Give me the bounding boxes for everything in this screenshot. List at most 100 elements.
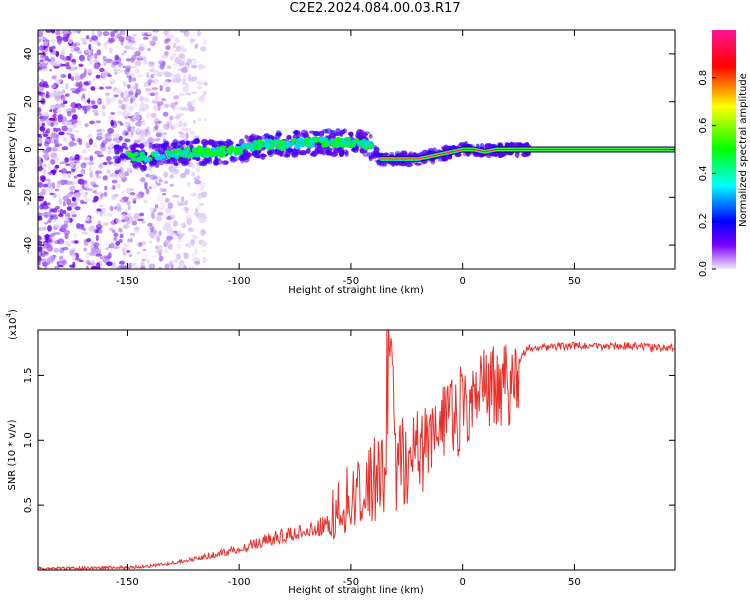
noise-speckle (106, 168, 111, 174)
noise-speckle (88, 252, 96, 257)
noise-speckle (143, 199, 148, 204)
noise-speckle (107, 135, 112, 140)
noise-speckle (177, 240, 184, 243)
ridge-halo (268, 150, 274, 158)
noise-speckle (172, 42, 177, 49)
noise-speckle (122, 96, 129, 102)
noise-speckle (136, 73, 143, 78)
noise-speckle (190, 101, 196, 106)
colorbar-tick-label: 0.2 (698, 213, 709, 229)
noise-speckle (102, 161, 108, 166)
noise-speckle (52, 157, 60, 162)
noise-speckle (125, 35, 133, 42)
noise-speckle (38, 85, 44, 93)
noise-speckle (173, 95, 180, 100)
ridge-core (319, 136, 326, 142)
ridge-halo (245, 152, 252, 157)
ridge-core (306, 142, 312, 149)
noise-speckle (53, 138, 59, 146)
ridge-core (367, 143, 375, 150)
ridge-halo (344, 150, 349, 157)
noise-speckle (93, 242, 100, 248)
noise-speckle (98, 151, 103, 156)
noise-speckle (90, 259, 95, 265)
noise-speckle (143, 181, 148, 186)
noise-speckle (161, 133, 167, 140)
ridge-halo (383, 152, 389, 156)
colorbar-tick-label: 0.8 (698, 70, 709, 86)
noise-speckle (163, 30, 170, 36)
noise-speckle (38, 107, 42, 113)
ridge-halo (119, 155, 125, 161)
noise-speckle (43, 148, 51, 154)
noise-speckle (175, 107, 182, 110)
noise-speckle (38, 260, 41, 265)
noise-speckle (105, 94, 110, 101)
noise-speckle (177, 131, 184, 135)
noise-speckle (45, 178, 51, 182)
noise-speckle (190, 192, 197, 197)
noise-speckle (164, 197, 170, 203)
noise-speckle (194, 176, 198, 180)
ridge-halo (254, 150, 261, 156)
noise-speckle (46, 181, 53, 189)
noise-speckle (45, 91, 49, 97)
noise-speckle (123, 243, 129, 247)
noise-speckle (110, 111, 116, 116)
noise-speckle (151, 235, 155, 239)
noise-speckle (46, 245, 54, 252)
noise-speckle (40, 78, 45, 85)
ridge-halo (118, 135, 123, 141)
noise-speckle (112, 61, 118, 66)
noise-speckle (118, 260, 125, 265)
noise-speckle (112, 184, 116, 191)
noise-speckle (43, 226, 47, 231)
noise-speckle (200, 233, 206, 236)
noise-speckle (69, 133, 75, 139)
noise-speckle (43, 141, 50, 147)
noise-speckle (84, 49, 91, 54)
noise-speckle (71, 169, 76, 172)
noise-speckle (50, 121, 54, 128)
ridge-halo (114, 158, 121, 164)
noise-speckle (114, 88, 122, 94)
noise-speckle (103, 191, 108, 197)
ridge-halo (132, 163, 140, 169)
noise-speckle (158, 120, 162, 124)
noise-speckle (170, 231, 176, 238)
noise-speckle (183, 206, 190, 212)
noise-speckle (61, 173, 69, 178)
noise-speckle (143, 82, 148, 88)
noise-speckle (71, 186, 76, 191)
noise-speckle (110, 31, 115, 38)
noise-speckle (45, 138, 50, 143)
ridge-core (245, 142, 251, 148)
noise-speckle (76, 159, 80, 163)
noise-speckle (120, 246, 128, 253)
noise-speckle (90, 247, 96, 254)
noise-speckle (183, 252, 188, 256)
noise-speckle (164, 249, 169, 253)
noise-speckle (147, 31, 151, 36)
noise-speckle (125, 58, 132, 62)
ridge-halo (274, 133, 281, 140)
noise-speckle (171, 194, 179, 198)
noise-speckle (70, 58, 76, 63)
noise-speckle (64, 82, 69, 90)
noise-speckle (87, 161, 95, 166)
noise-speckle (175, 200, 181, 203)
noise-speckle (196, 30, 201, 37)
noise-speckle (43, 40, 49, 47)
colorbar-axes: 0.0 0.2 0.4 0.6 0.8 (698, 70, 716, 277)
noise-speckle (81, 149, 88, 154)
noise-speckle (109, 78, 116, 85)
ridge-halo (130, 145, 137, 151)
ridge-halo (421, 149, 429, 155)
noise-speckle (77, 120, 82, 126)
ridge-core (164, 149, 171, 155)
colorbar-tick-label: 0.4 (698, 165, 709, 181)
noise-speckle (74, 206, 81, 211)
noise-speckle (73, 46, 80, 52)
ridge-halo (260, 153, 266, 160)
